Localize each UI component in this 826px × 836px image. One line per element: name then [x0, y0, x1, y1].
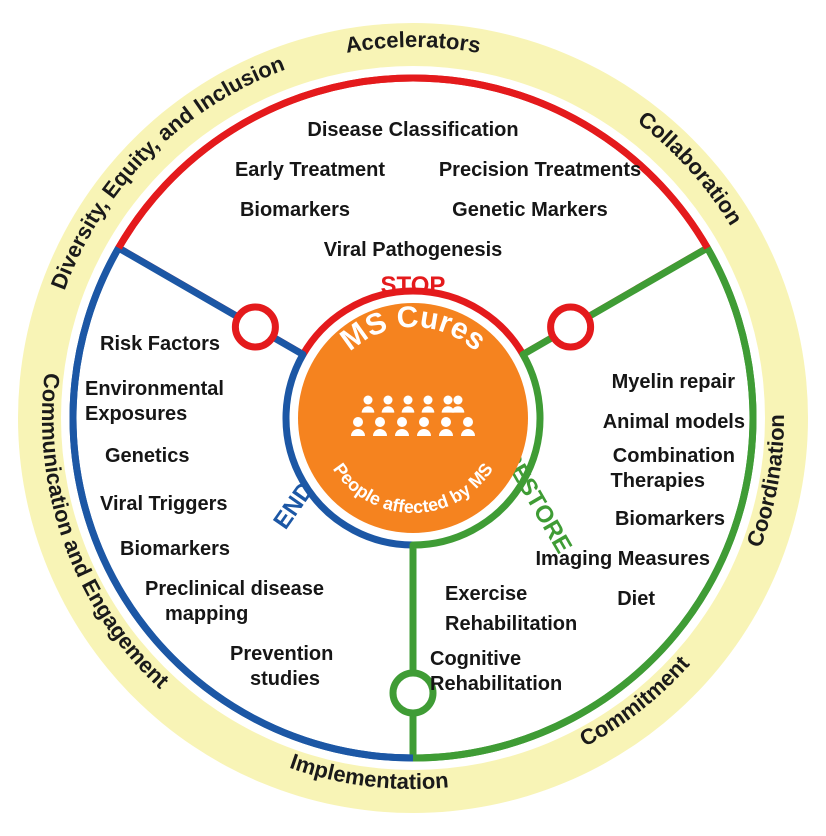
sector-item: Prevention: [230, 643, 333, 665]
sector-item: Biomarkers: [120, 538, 230, 560]
sector-item: Animal models: [603, 411, 745, 433]
sector-item: Biomarkers: [615, 508, 725, 530]
sector-item: Environmental: [85, 378, 224, 400]
sector-item: Imaging Measures: [535, 548, 710, 570]
sector-item: Rehabilitation: [430, 673, 562, 695]
sector-item: studies: [250, 668, 320, 690]
sector-item: Risk Factors: [100, 333, 220, 355]
sector-item: Exposures: [85, 403, 187, 425]
sector-item: Therapies: [611, 470, 705, 492]
sector-item: Preclinical disease: [145, 578, 324, 600]
puzzle-knob: [393, 673, 433, 713]
puzzle-knob: [551, 307, 591, 347]
sector-item: Genetics: [105, 445, 189, 467]
sector-item: Viral Pathogenesis: [324, 239, 503, 261]
sector-item: mapping: [165, 603, 248, 625]
sector-item: Viral Triggers: [100, 493, 227, 515]
sector-item: Genetic Markers: [452, 199, 608, 221]
sector-item: Early Treatment: [235, 159, 385, 181]
sector-item: Disease Classification: [307, 119, 518, 141]
sector-item: Rehabilitation: [445, 613, 577, 635]
sector-item: Myelin repair: [612, 371, 736, 393]
ms-cures-diagram: AcceleratorsCollaborationCoordinationCom…: [0, 0, 826, 836]
sector-item: Diet: [617, 588, 655, 610]
puzzle-knob: [235, 307, 275, 347]
sector-item: Exercise: [445, 583, 527, 605]
sector-item: Biomarkers: [240, 199, 350, 221]
sector-item: Precision Treatments: [439, 159, 641, 181]
sector-item: Combination: [613, 445, 735, 467]
sector-label-stop: STOP: [381, 272, 446, 299]
sector-item: Cognitive: [430, 648, 521, 670]
